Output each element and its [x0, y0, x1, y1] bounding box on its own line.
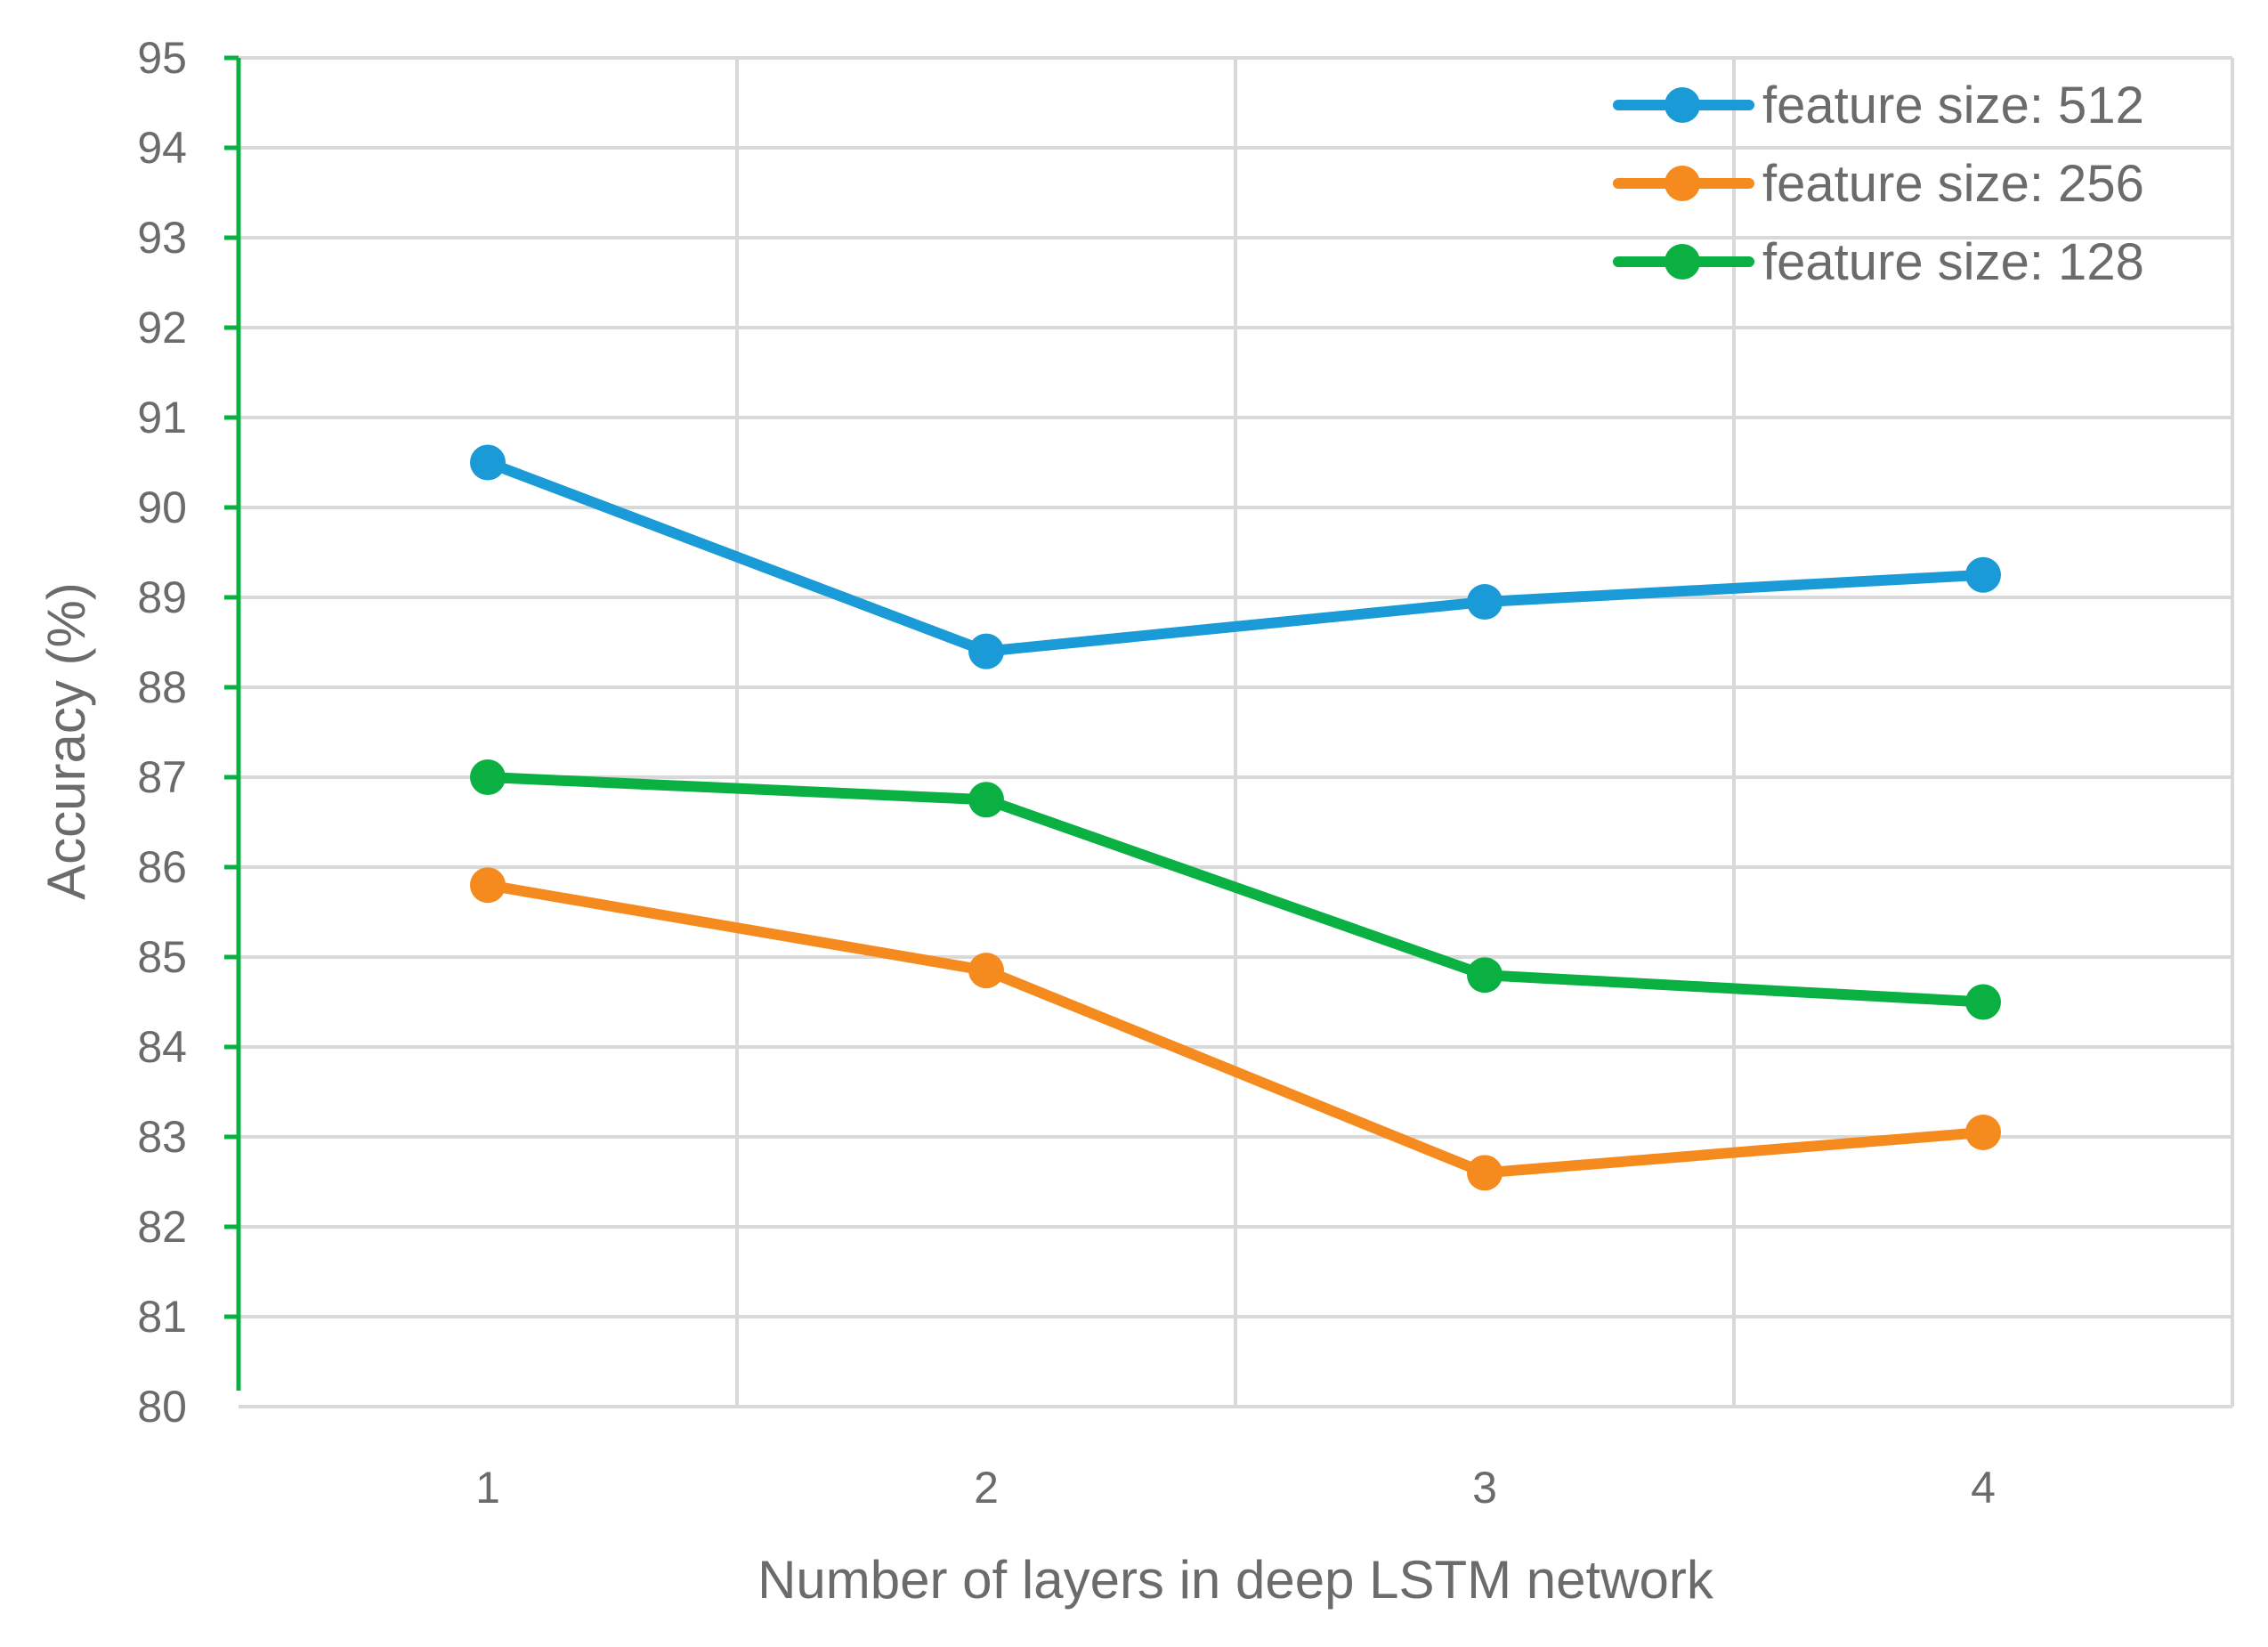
- legend-label: feature size: 256: [1762, 155, 2144, 213]
- y-tick-label: 93: [137, 213, 187, 263]
- y-tick-label: 83: [137, 1112, 187, 1162]
- y-tick-label: 86: [137, 842, 187, 892]
- legend-swatch-marker: [1665, 87, 1700, 123]
- y-tick-label: 84: [137, 1022, 187, 1072]
- y-tick-label: 89: [137, 572, 187, 622]
- series-group: [470, 444, 2001, 1191]
- data-point: [1965, 984, 2001, 1020]
- legend-swatch-marker: [1665, 166, 1700, 201]
- legend-swatch-marker: [1665, 244, 1700, 280]
- y-tick-label: 81: [137, 1292, 187, 1342]
- legend-label: feature size: 128: [1762, 233, 2144, 291]
- x-tick-label: 3: [1472, 1463, 1497, 1513]
- y-tick-label: 85: [137, 932, 187, 982]
- data-point: [1965, 556, 2001, 593]
- data-point: [1965, 1114, 2001, 1150]
- series-line-1: [482, 457, 1989, 657]
- x-tick-label: 2: [974, 1463, 999, 1513]
- y-tick-label: 87: [137, 752, 187, 802]
- y-tick-label: 90: [137, 483, 187, 532]
- legend: feature size: 512 feature size: 256 featur…: [1613, 77, 2144, 291]
- legend-label: feature size: 512: [1762, 77, 2144, 134]
- x-tick-label: 1: [475, 1463, 500, 1513]
- data-point: [968, 953, 1004, 989]
- y-tick-label: 91: [137, 393, 187, 442]
- data-point: [470, 759, 506, 795]
- axes: [224, 55, 241, 1391]
- grid-lines: [239, 56, 2234, 1408]
- data-point: [968, 633, 1004, 669]
- y-axis-title: Accuracy (%): [36, 582, 96, 900]
- y-tick-label: 80: [137, 1382, 187, 1432]
- x-axis-title: Number of layers in deep LSTM network: [757, 1550, 1714, 1610]
- y-tick-label: 94: [137, 123, 187, 173]
- x-tick-label: 4: [1971, 1463, 1996, 1513]
- data-point: [968, 782, 1004, 818]
- y-tick-label: 92: [137, 303, 187, 353]
- x-tick-labels: 1 2 3 4: [475, 1463, 1996, 1513]
- series-line-2: [482, 880, 1989, 1179]
- data-point: [1467, 957, 1503, 994]
- y-tick-label: 95: [137, 33, 187, 83]
- data-point: [1467, 584, 1503, 621]
- series-line-3: [482, 772, 1989, 1008]
- y-tick-labels: 80 81 82 83 84 85 86 87 88 89 90 91 92 93 94 95: [137, 33, 187, 1432]
- y-tick-label: 88: [137, 662, 187, 712]
- y-tick-label: 82: [137, 1202, 187, 1252]
- data-point: [470, 444, 506, 481]
- data-point: [470, 867, 506, 904]
- data-point: [1467, 1155, 1503, 1191]
